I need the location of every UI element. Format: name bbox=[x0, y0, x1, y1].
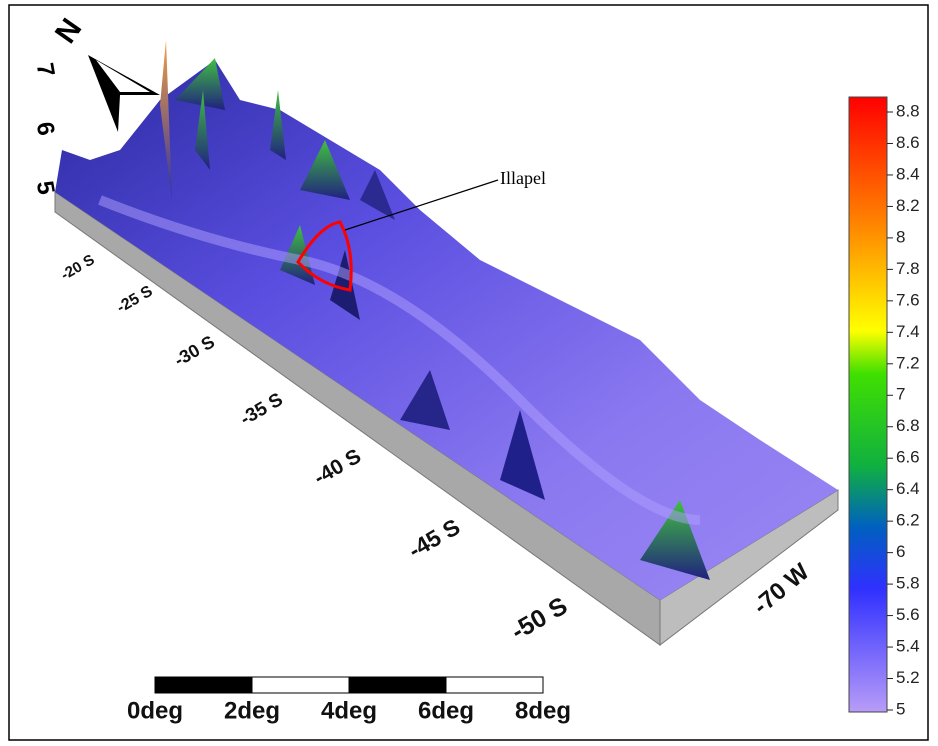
colorbar-tick-label: 6 bbox=[896, 542, 905, 561]
scale-bar-segment bbox=[251, 676, 350, 694]
colorbar-tick-label: 5 bbox=[896, 699, 905, 718]
scale-bar-label: 8deg bbox=[515, 697, 571, 724]
colorbar-tick-label: 7 bbox=[896, 385, 905, 404]
annotation-label: Illapel bbox=[500, 168, 546, 188]
scale-bar-label: 4deg bbox=[321, 697, 377, 724]
lat-label: -40 S bbox=[310, 445, 365, 490]
colorbar-tick-label: 5.2 bbox=[896, 668, 920, 687]
lat-label: -45 S bbox=[404, 513, 465, 563]
z-tick-label: 7 bbox=[31, 61, 60, 79]
north-label: N bbox=[49, 13, 88, 50]
colorbar-tick-label: 6.8 bbox=[896, 416, 920, 435]
lat-label: -25 S bbox=[114, 283, 156, 317]
lat-label: -35 S bbox=[237, 389, 287, 430]
colorbar-tick-label: 8.6 bbox=[896, 133, 920, 152]
colorbar bbox=[848, 96, 888, 713]
colorbar-tick-label: 7.8 bbox=[896, 259, 920, 278]
colorbar-tick-label: 7.2 bbox=[896, 353, 920, 372]
colorbar-tick-label: 8.8 bbox=[896, 101, 920, 120]
lat-label: -30 S bbox=[171, 331, 218, 370]
lat-label: -20 S bbox=[58, 251, 98, 284]
scale-bar-label: 0deg bbox=[127, 697, 183, 724]
terrain bbox=[54, 40, 839, 647]
colorbar-tick-label: 5.4 bbox=[896, 637, 920, 656]
colorbar-tick-label: 5.6 bbox=[896, 605, 920, 624]
colorbar-tick-label: 8.4 bbox=[896, 164, 920, 183]
colorbar-tick-label: 6.6 bbox=[896, 448, 920, 467]
scale-bar-label: 2deg bbox=[224, 697, 280, 724]
colorbar-tick-label: 7.4 bbox=[896, 322, 920, 341]
z-tick-label: 5 bbox=[31, 179, 60, 197]
colorbar-tick-label: 5.8 bbox=[896, 574, 920, 593]
colorbar-tick-label: 8 bbox=[896, 227, 905, 246]
scale-bar-segment bbox=[445, 676, 544, 694]
illapel-outline bbox=[296, 220, 353, 292]
scale-bar-segment bbox=[154, 676, 253, 694]
annotation-leader bbox=[344, 179, 499, 231]
colorbar-tick-label: 7.6 bbox=[896, 290, 920, 309]
colorbar-tick-label: 6.4 bbox=[896, 479, 920, 498]
scale-bar-segment bbox=[348, 676, 447, 694]
frame bbox=[8, 4, 929, 741]
colorbar-tick-label: 6.2 bbox=[896, 511, 920, 530]
lat-label: -50 S bbox=[506, 592, 572, 646]
north-arrow bbox=[88, 55, 160, 132]
colorbar-tick-label: 8.2 bbox=[896, 196, 920, 215]
z-tick-label: 6 bbox=[31, 120, 60, 138]
north-arrow-inner bbox=[96, 60, 150, 92]
scale-bar-label: 6deg bbox=[418, 697, 474, 724]
